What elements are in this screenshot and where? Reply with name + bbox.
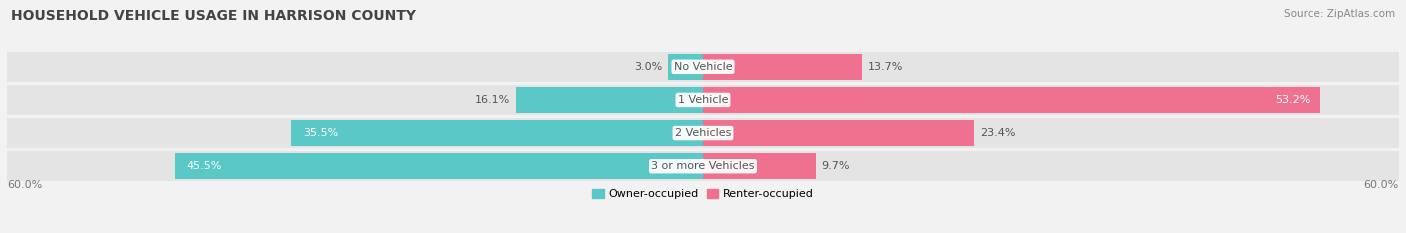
Bar <box>7 151 1399 182</box>
Text: 23.4%: 23.4% <box>980 128 1015 138</box>
Text: 35.5%: 35.5% <box>302 128 337 138</box>
Text: 1 Vehicle: 1 Vehicle <box>678 95 728 105</box>
Bar <box>516 87 703 113</box>
Bar <box>7 118 1399 148</box>
Text: 53.2%: 53.2% <box>1275 95 1310 105</box>
Bar <box>703 153 815 179</box>
Bar <box>703 120 974 146</box>
Bar <box>703 87 1320 113</box>
Text: 45.5%: 45.5% <box>187 161 222 171</box>
Text: 2 Vehicles: 2 Vehicles <box>675 128 731 138</box>
Bar <box>668 54 703 80</box>
Text: 16.1%: 16.1% <box>475 95 510 105</box>
Text: 3.0%: 3.0% <box>634 62 662 72</box>
Text: No Vehicle: No Vehicle <box>673 62 733 72</box>
Text: 60.0%: 60.0% <box>1364 180 1399 190</box>
Text: 3 or more Vehicles: 3 or more Vehicles <box>651 161 755 171</box>
Text: 9.7%: 9.7% <box>821 161 849 171</box>
Bar <box>291 120 703 146</box>
Bar <box>176 153 703 179</box>
Text: HOUSEHOLD VEHICLE USAGE IN HARRISON COUNTY: HOUSEHOLD VEHICLE USAGE IN HARRISON COUN… <box>11 9 416 23</box>
Bar <box>7 85 1399 115</box>
Bar <box>7 51 1399 82</box>
Text: Source: ZipAtlas.com: Source: ZipAtlas.com <box>1284 9 1395 19</box>
Text: 60.0%: 60.0% <box>7 180 42 190</box>
Text: 13.7%: 13.7% <box>868 62 903 72</box>
Bar <box>703 54 862 80</box>
Legend: Owner-occupied, Renter-occupied: Owner-occupied, Renter-occupied <box>588 184 818 203</box>
